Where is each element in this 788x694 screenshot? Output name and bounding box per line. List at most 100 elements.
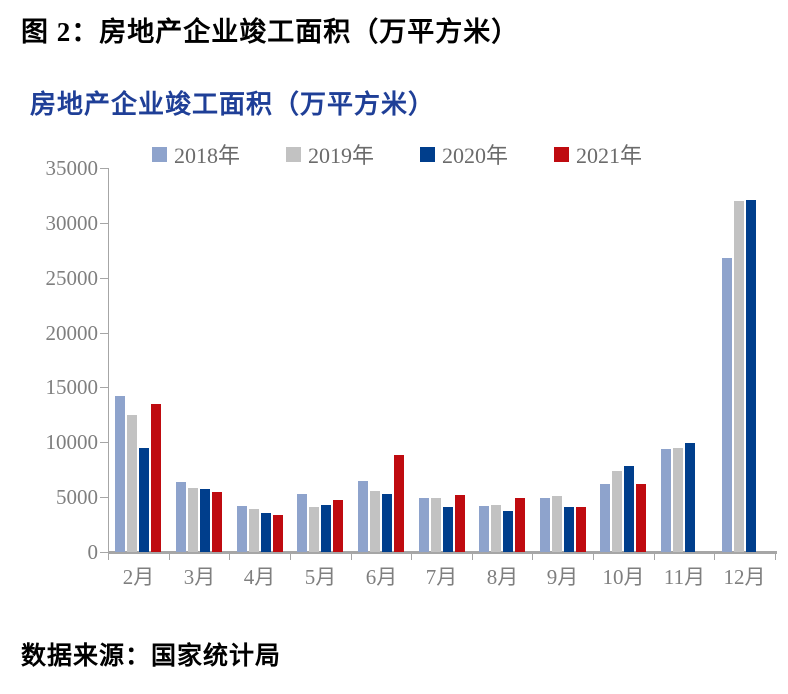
figure-caption: 图 2：房地产企业竣工面积（万平方米） [21, 17, 520, 47]
x-tick [229, 553, 230, 560]
y-tick [100, 168, 108, 169]
bar [127, 415, 137, 552]
bar [503, 511, 513, 552]
y-tick-label: 35000 [45, 156, 99, 180]
bar [115, 396, 125, 552]
bar [200, 489, 210, 552]
bar [249, 509, 259, 552]
y-tick-label: 0 [87, 540, 99, 564]
bar [600, 484, 610, 552]
bar [333, 500, 343, 552]
bar [321, 505, 331, 552]
bar [491, 505, 501, 552]
chart-title: 房地产企业竣工面积（万平方米） [30, 90, 436, 119]
bar [419, 498, 429, 552]
y-tick [100, 497, 108, 498]
legend-item: 2020年 [420, 138, 508, 170]
legend-label: 2019年 [308, 143, 375, 168]
bar [394, 455, 404, 552]
bar [176, 482, 186, 552]
legend-label: 2020年 [442, 143, 509, 168]
bar [139, 448, 149, 552]
legend-label: 2021年 [576, 143, 643, 168]
x-axis-label: 11月 [663, 565, 706, 589]
bar [685, 443, 695, 552]
x-axis-label: 5月 [304, 565, 337, 589]
bar [564, 507, 574, 552]
x-axis-label: 9月 [546, 565, 579, 589]
legend-swatch [554, 146, 570, 162]
y-tick [100, 442, 108, 443]
x-axis-label: 10月 [602, 565, 645, 589]
x-tick [169, 553, 170, 560]
legend: 2018年 2019年 2020年 2021年 [152, 138, 642, 170]
bar [746, 200, 756, 552]
bar [188, 488, 198, 552]
x-tick [593, 553, 594, 560]
y-tick [100, 333, 108, 334]
y-tick [100, 387, 108, 388]
y-tick [100, 223, 108, 224]
bar [636, 484, 646, 552]
bar [722, 258, 732, 552]
bar [358, 481, 368, 552]
bar [661, 449, 671, 552]
legend-item: 2021年 [554, 138, 642, 170]
legend-swatch [152, 146, 167, 162]
bar [273, 515, 283, 552]
x-axis-line [108, 551, 777, 554]
y-tick-label: 15000 [45, 375, 99, 399]
x-axis-label: 4月 [243, 565, 276, 589]
bar [515, 498, 525, 552]
bar [309, 507, 319, 552]
x-tick [654, 553, 655, 560]
x-axis-label: 8月 [486, 565, 519, 589]
bar [455, 495, 465, 552]
bar [370, 491, 380, 552]
y-tick-label: 20000 [45, 321, 99, 345]
legend-swatch [286, 146, 302, 162]
x-axis-label: 3月 [183, 565, 216, 589]
y-tick-label: 10000 [45, 430, 99, 454]
legend-label: 2018年 [174, 143, 241, 168]
x-tick [775, 553, 776, 560]
y-tick [100, 552, 108, 553]
y-tick-label: 25000 [45, 266, 99, 290]
bar [624, 466, 634, 552]
y-axis-line [108, 168, 109, 552]
x-tick [532, 553, 533, 560]
x-axis-label: 7月 [425, 565, 458, 589]
bar [261, 513, 271, 552]
x-tick [411, 553, 412, 560]
bar [552, 496, 562, 552]
x-tick [108, 553, 109, 560]
x-tick [290, 553, 291, 560]
bar [612, 471, 622, 552]
y-tick-label: 5000 [56, 485, 98, 509]
source-note: 数据来源：国家统计局 [21, 643, 282, 670]
x-tick [351, 553, 352, 560]
bar [734, 201, 744, 552]
x-axis-label: 6月 [365, 565, 398, 589]
legend-item: 2019年 [286, 138, 374, 170]
bar [431, 498, 441, 552]
legend-swatch [420, 146, 436, 162]
x-tick [472, 553, 473, 560]
bar [673, 448, 683, 552]
x-axis-label: 12月 [723, 565, 766, 589]
x-axis-label: 2月 [122, 565, 155, 589]
y-tick-label: 30000 [45, 211, 99, 235]
bar [151, 404, 161, 552]
bar [479, 506, 489, 552]
y-tick [100, 278, 108, 279]
bar [382, 494, 392, 552]
bar [237, 506, 247, 552]
bar [576, 507, 586, 552]
bar [297, 494, 307, 552]
legend-item: 2018年 [152, 138, 240, 170]
bar [540, 498, 550, 552]
x-tick [714, 553, 715, 560]
bar [443, 507, 453, 552]
bar [212, 492, 222, 552]
